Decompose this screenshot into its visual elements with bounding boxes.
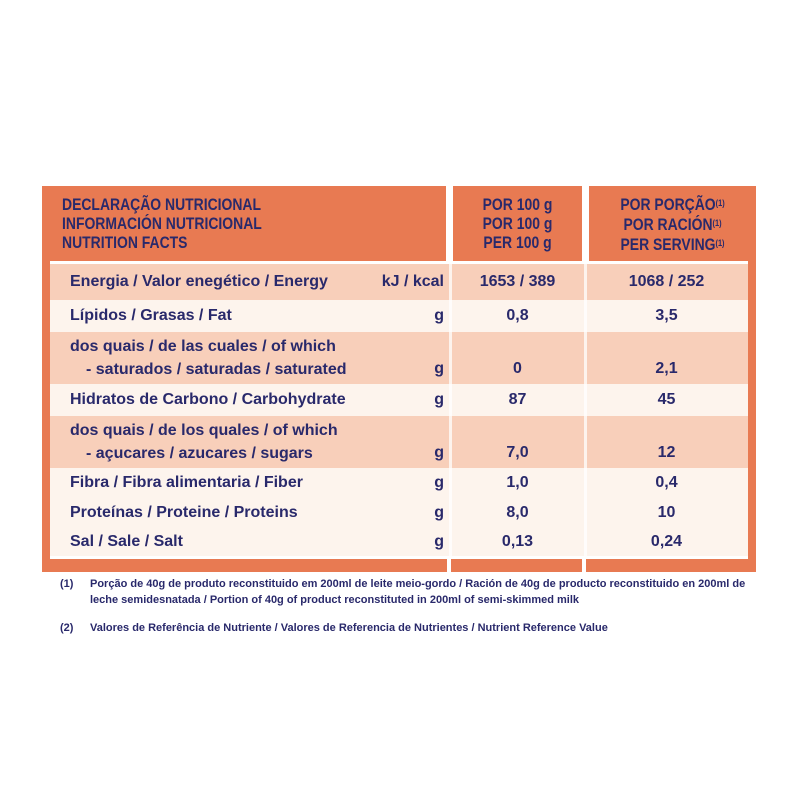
footnote-marker: (1) xyxy=(60,578,74,590)
value-per-serving: 2,1 xyxy=(655,360,678,377)
value-per-100g: 0,13 xyxy=(501,532,534,550)
value-per-serving: 12 xyxy=(657,444,676,461)
header-per-serving-es: POR RACIÓN(1) xyxy=(623,214,722,234)
header-per-serving-pt: POR PORÇÃO(1) xyxy=(620,194,725,214)
unit-label: kJ / kcal xyxy=(381,273,444,290)
of-which-line: dos quais / de las cuales / of which xyxy=(70,338,336,355)
footnote-2: (2) Valores de Referência de Nutriente /… xyxy=(60,620,754,636)
footnote-1: (1) Porção de 40g de produto reconstitui… xyxy=(60,576,754,608)
value-per-100g: 0,8 xyxy=(506,307,529,324)
row-saturated-fat: dos quais / de las cuales / of which - s… xyxy=(50,332,748,384)
value-per-100g: 87 xyxy=(508,391,527,408)
header-per-100g-pt: POR 100 g xyxy=(482,195,553,214)
footnote-ref-1: (1) xyxy=(715,237,725,248)
value-per-100g: 7,0 xyxy=(506,444,529,461)
value-per-serving: 0,4 xyxy=(655,474,678,491)
footnote-text: Valores de Referência de Nutriente / Val… xyxy=(90,622,608,634)
value-per-100g: 0 xyxy=(513,360,522,377)
header-column-divider xyxy=(582,186,589,261)
footnote-marker: (2) xyxy=(60,622,74,634)
value-per-100g: 1653 / 389 xyxy=(479,273,556,290)
value-per-serving: 3,5 xyxy=(655,307,678,324)
value-per-100g: 1,0 xyxy=(506,474,529,491)
nutrient-label: Hidratos de Carbono / Carbohydrate xyxy=(70,391,346,408)
header-title-es: INFORMACIÓN NUTRICIONAL xyxy=(62,214,262,233)
value-per-serving: 45 xyxy=(657,391,676,408)
header-per-100g-es: POR 100 g xyxy=(482,214,553,233)
footnote-ref-1: (1) xyxy=(715,197,725,208)
row-salt: Sal / Sale / Salt g 0,13 0,24 xyxy=(50,527,748,556)
value-per-serving: 0,24 xyxy=(650,532,683,550)
table-body-frame: Energia / Valor enegético / Energy kJ / … xyxy=(42,261,756,559)
value-per-100g: 8,0 xyxy=(506,503,529,521)
table-body: Energia / Valor enegético / Energy kJ / … xyxy=(50,264,748,556)
nutrient-label: dos quais / de las cuales / of which - s… xyxy=(50,335,370,384)
unit-label: g xyxy=(434,444,444,461)
nutrient-label: Proteínas / Proteine / Proteins xyxy=(70,503,298,521)
header-title-column: DECLARAÇÃO NUTRICIONAL INFORMACIÓN NUTRI… xyxy=(42,186,446,261)
bottom-divider-notch xyxy=(582,559,586,572)
row-fiber: Fibra / Fibra alimentaria / Fiber g 1,0 … xyxy=(50,468,748,498)
unit-label: g xyxy=(434,532,444,550)
column-divider-2 xyxy=(584,264,587,556)
column-divider-1 xyxy=(449,264,452,556)
nutrient-label: Fibra / Fibra alimentaria / Fiber xyxy=(70,474,303,491)
row-protein: Proteínas / Proteine / Proteins g 8,0 10 xyxy=(50,498,748,527)
row-energy: Energia / Valor enegético / Energy kJ / … xyxy=(50,264,748,300)
value-per-serving: 1068 / 252 xyxy=(628,273,705,290)
unit-label: g xyxy=(434,391,444,408)
footnote-ref-1: (1) xyxy=(712,217,722,228)
header-title-pt: DECLARAÇÃO NUTRICIONAL xyxy=(62,195,262,214)
body-footer-divider xyxy=(50,556,748,559)
footnotes: (1) Porção de 40g de produto reconstitui… xyxy=(60,576,754,648)
header-per-100g-column: POR 100 g POR 100 g PER 100 g xyxy=(453,186,582,261)
header-per-100g-en: PER 100 g xyxy=(483,233,552,252)
saturated-line: - saturados / saturadas / saturated xyxy=(86,361,347,378)
footnote-text: Porção de 40g de produto reconstituido e… xyxy=(90,578,746,606)
value-per-serving: 10 xyxy=(657,503,676,521)
of-which-line: dos quais / de los quales / of which xyxy=(70,422,338,439)
table-header: DECLARAÇÃO NUTRICIONAL INFORMACIÓN NUTRI… xyxy=(42,186,756,261)
nutrient-label: Sal / Sale / Salt xyxy=(70,532,183,550)
header-column-divider xyxy=(446,186,453,261)
unit-label: g xyxy=(434,474,444,491)
row-sugars: dos quais / de los quales / of which - a… xyxy=(50,416,748,468)
unit-label: g xyxy=(434,503,444,521)
unit-label: g xyxy=(434,307,444,324)
row-fat: Lípidos / Grasas / Fat g 0,8 3,5 xyxy=(50,300,748,332)
header-per-serving-column: POR PORÇÃO(1) POR RACIÓN(1) PER SERVING(… xyxy=(589,186,756,261)
unit-label: g xyxy=(434,360,444,377)
bottom-divider-notch xyxy=(447,559,451,572)
sugars-line: - açucares / azucares / sugars xyxy=(86,445,313,462)
header-body-divider xyxy=(50,261,748,264)
row-carbohydrate: Hidratos de Carbono / Carbohydrate g 87 … xyxy=(50,384,748,416)
nutrient-label: Lípidos / Grasas / Fat xyxy=(70,307,232,324)
header-title-en: NUTRITION FACTS xyxy=(62,233,188,252)
table-bottom-border xyxy=(42,559,756,572)
nutrient-label: Energia / Valor enegético / Energy xyxy=(70,273,328,290)
nutrition-table: DECLARAÇÃO NUTRICIONAL INFORMACIÓN NUTRI… xyxy=(42,186,756,572)
nutrient-label: dos quais / de los quales / of which - a… xyxy=(50,419,370,468)
header-per-serving-en: PER SERVING(1) xyxy=(620,234,725,254)
